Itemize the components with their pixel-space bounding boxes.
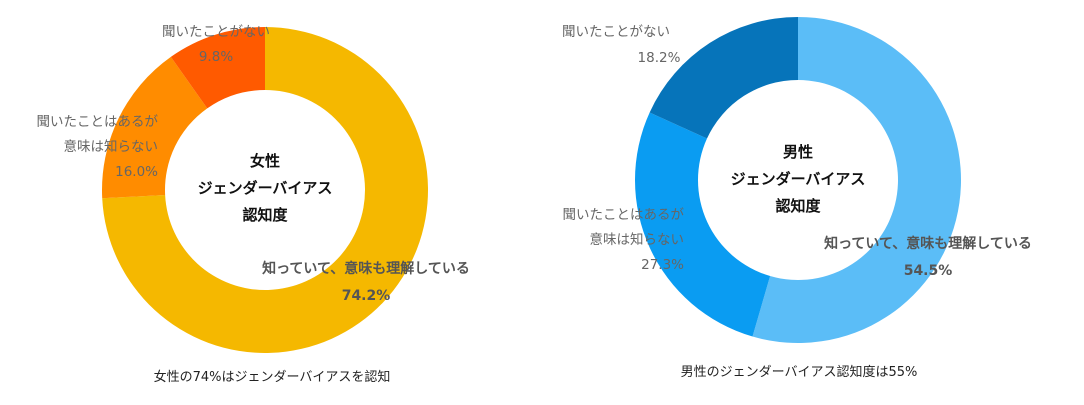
women-center-title-line1: 女性 [250, 152, 280, 170]
men-slice-heard [635, 112, 771, 337]
women-label-understand: 知っていて、意味も理解している [262, 260, 470, 277]
men-slices [635, 17, 962, 344]
women-label-heard-line2: 意味は知らない [64, 138, 159, 155]
men-center-title-line1: 男性 [783, 143, 813, 161]
women-center-title-line2: ジェンダーバイアス [198, 179, 333, 197]
men-value-never: 18.2% [638, 50, 681, 66]
men-donut-chart: 男性 ジェンダーバイアス 認知度 知っていて、意味も理解している 54.5% 聞… [562, 17, 1032, 380]
women-slice-heard [102, 56, 208, 199]
women-donut-chart: 女性 ジェンダーバイアス 認知度 知っていて、意味も理解している 74.2% 聞… [37, 24, 470, 385]
men-value-understand: 54.5% [904, 263, 953, 279]
men-label-heard-line2: 意味は知らない [590, 231, 685, 248]
women-label-never: 聞いたことがない [162, 24, 270, 40]
women-label-heard-line1: 聞いたことはあるが [37, 114, 159, 130]
men-value-heard: 27.3% [641, 257, 684, 273]
men-center-title-line2: ジェンダーバイアス [731, 170, 866, 188]
men-slice-never [649, 17, 798, 139]
men-label-understand: 知っていて、意味も理解している [824, 235, 1032, 252]
women-center-title-line3: 認知度 [242, 206, 288, 224]
women-value-understand: 74.2% [342, 288, 391, 304]
men-caption: 男性のジェンダーバイアス認知度は55% [681, 364, 918, 380]
men-center-title-line3: 認知度 [775, 197, 821, 215]
women-slices [102, 27, 429, 353]
women-value-never: 9.8% [199, 49, 233, 65]
men-slice-understand [752, 17, 962, 344]
women-slice-never [170, 27, 265, 109]
men-label-never: 聞いたことがない [562, 24, 670, 40]
women-slice-understand [102, 27, 429, 353]
women-caption: 女性の74%はジェンダーバイアスを認知 [154, 369, 391, 385]
men-label-heard-line1: 聞いたことはあるが [563, 207, 685, 223]
women-value-heard: 16.0% [115, 164, 158, 180]
